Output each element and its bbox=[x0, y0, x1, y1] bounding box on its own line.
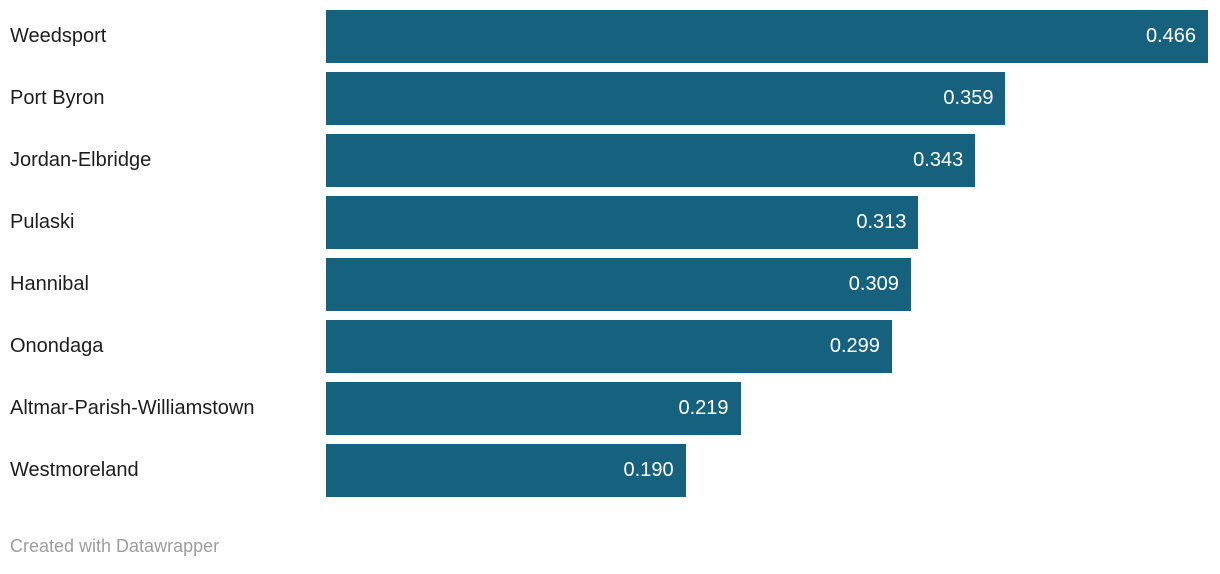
bar-track: 0.219 bbox=[326, 382, 1208, 435]
bar-track: 0.190 bbox=[326, 444, 1208, 497]
bar-track: 0.313 bbox=[326, 196, 1208, 249]
bar[interactable]: 0.219 bbox=[326, 382, 741, 435]
bar[interactable]: 0.299 bbox=[326, 320, 892, 373]
bar[interactable]: 0.190 bbox=[326, 444, 686, 497]
category-label: Westmoreland bbox=[10, 459, 139, 481]
chart-rows: Weedsport 0.466 Port Byron 0.359 Jordan-Elbr… bbox=[0, 10, 1220, 497]
value-label: 0.309 bbox=[848, 273, 899, 295]
value-label: 0.219 bbox=[678, 397, 729, 419]
bar[interactable]: 0.343 bbox=[326, 134, 976, 187]
datawrapper-credit: Created with Datawrapper bbox=[10, 536, 220, 556]
value-label: 0.299 bbox=[829, 335, 880, 357]
bar-track: 0.343 bbox=[326, 134, 1208, 187]
category-label: Onondaga bbox=[10, 335, 104, 357]
bar-row: Hannibal 0.309 bbox=[0, 258, 1220, 311]
value-label: 0.466 bbox=[1145, 25, 1196, 47]
value-label: 0.359 bbox=[943, 87, 994, 109]
bar-track: 0.299 bbox=[326, 320, 1208, 373]
bar-row: Westmoreland 0.190 bbox=[0, 444, 1220, 497]
category-label: Hannibal bbox=[10, 273, 89, 295]
category-label: Pulaski bbox=[10, 211, 75, 233]
bar-row: Onondaga 0.299 bbox=[0, 320, 1220, 373]
bar-row: Pulaski 0.313 bbox=[0, 196, 1220, 249]
bar-row: Jordan-Elbridge 0.343 bbox=[0, 134, 1220, 187]
bar[interactable]: 0.313 bbox=[326, 196, 919, 249]
bar[interactable]: 0.309 bbox=[326, 258, 911, 311]
value-label: 0.343 bbox=[913, 149, 964, 171]
bar-track: 0.309 bbox=[326, 258, 1208, 311]
value-label: 0.190 bbox=[623, 459, 674, 481]
bar-row: Weedsport 0.466 bbox=[0, 10, 1220, 63]
bar-track: 0.466 bbox=[326, 10, 1208, 63]
bar[interactable]: 0.359 bbox=[326, 72, 1006, 125]
bar-row: Altmar-Parish-Williamstown 0.219 bbox=[0, 382, 1220, 435]
value-label: 0.313 bbox=[856, 211, 907, 233]
category-label: Weedsport bbox=[10, 25, 107, 47]
category-label: Jordan-Elbridge bbox=[10, 149, 152, 171]
bar[interactable]: 0.466 bbox=[326, 10, 1208, 63]
category-label: Port Byron bbox=[10, 87, 105, 109]
bar-track: 0.359 bbox=[326, 72, 1208, 125]
category-label: Altmar-Parish-Williamstown bbox=[10, 397, 255, 419]
bar-row: Port Byron 0.359 bbox=[0, 72, 1220, 125]
